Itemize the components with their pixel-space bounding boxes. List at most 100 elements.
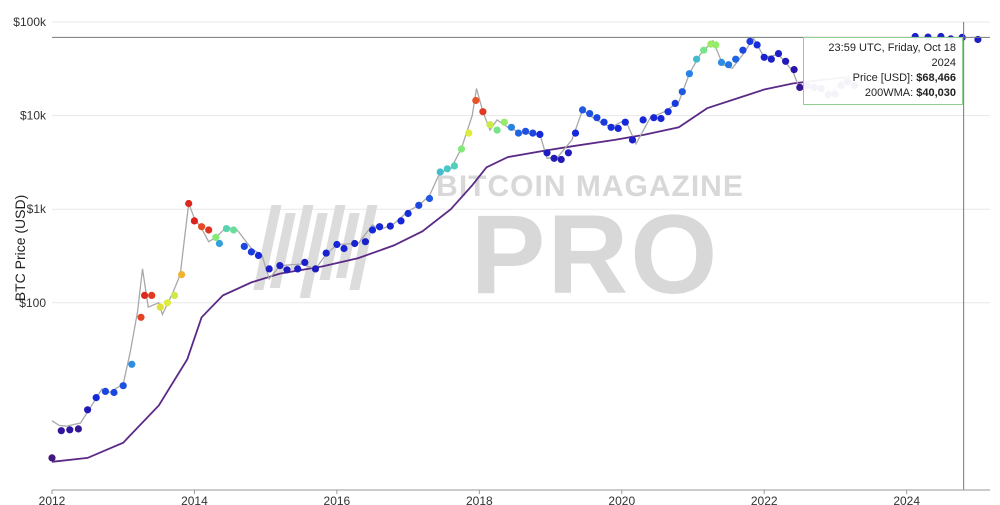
wma-line-layer [51,75,850,463]
price-dot [664,108,672,116]
price-dot [700,46,708,54]
price-dot [671,99,679,107]
price-dot [465,129,473,137]
price-dot [404,209,412,218]
price-dot [760,53,768,61]
watermark-bar [299,213,328,298]
price-dot [415,201,423,209]
price-dot [732,55,740,63]
price-dot [128,360,136,368]
tooltip-time: 23:59 UTC, Friday, Oct 18 2024 [828,42,956,69]
price-dot [564,149,573,157]
price-dot [678,88,686,96]
watermark-pro: PRO [471,192,720,317]
price-dot [425,194,434,203]
x-tick-label: 2016 [324,494,351,505]
price-dot [579,106,587,114]
tooltip-price-value: $68,466 [916,72,956,84]
btc-price-line [51,37,851,427]
price-dot [222,225,231,233]
price-dot [436,168,444,176]
price-dot [614,124,622,132]
x-tick-label: 2014 [181,494,208,505]
price-dot [110,388,118,397]
y-tick-label: $10k [20,109,47,123]
price-dot [361,238,369,246]
price-dot [725,61,733,69]
price-dot [156,303,164,311]
price-dot [84,406,92,414]
price-dot [507,123,515,131]
x-tick-label: 2022 [751,494,778,505]
price-dot [368,226,377,234]
price-dot [774,50,783,58]
y-tick-label: $1k [27,202,47,216]
price-dot [657,114,665,123]
price-dot [333,240,341,249]
price-dot [450,162,458,170]
price-dot [283,266,291,274]
price-dot [119,382,127,390]
tooltip-price-row: Price [USD]: $68,466 [810,71,956,86]
price-dot [693,55,701,63]
price-dot [240,242,248,250]
price-dot [205,226,213,234]
y-tick-label: $100 [19,296,46,310]
price-dot [101,387,109,395]
price-dot [190,217,198,225]
y-tick-label: $100k [13,15,47,29]
price-dot [215,239,223,248]
price-dot [493,126,501,134]
x-tick-label: 2012 [39,494,66,505]
watermark-bar [253,205,282,290]
price-dot [276,262,284,270]
price-dot [57,427,65,435]
price-dot [137,313,145,321]
price-dot [712,41,720,49]
y-axis-label: BTC Price (USD) [12,194,28,302]
price-dot [185,199,193,208]
price-dot [311,265,320,273]
price-dot [782,57,790,65]
price-line-layer [51,37,851,427]
price-dot [522,127,530,135]
price-dot [486,121,494,129]
price-dot [586,110,594,118]
price-dot [141,291,149,299]
price-dot [148,291,156,299]
price-dot [529,129,537,137]
price-dot [212,233,220,241]
grid-lines [52,21,990,304]
wma-200-line [51,75,850,463]
price-dot [472,96,480,105]
price-dot [340,244,348,253]
price-dot [571,129,580,137]
price-dot [230,226,238,234]
tooltip-wma-value: $40,030 [916,87,956,99]
x-tick-label: 2024 [893,494,920,505]
price-dot [351,239,359,248]
price-dot [397,217,405,225]
axes: $100 $1k $10k $100k 2012 2014 2016 2018 2020 2022… [13,15,990,505]
watermark-bar [289,205,314,270]
watermark-title: BITCOIN MAGAZINE [436,170,744,203]
price-dot [543,149,551,157]
x-tick-label: 2020 [608,494,635,505]
price-dot [457,145,466,153]
price-dot [163,299,171,307]
price-dot [767,55,775,63]
watermark-bar [319,205,346,280]
price-dot [790,66,798,74]
tooltip-wma-row: 200WMA: $40,030 [810,86,956,101]
price-dot [74,425,82,433]
price-dot [66,426,74,434]
price-dot [621,118,629,126]
price-dot [628,136,637,144]
price-dot [796,83,804,91]
price-dot [301,258,309,266]
price-dot [536,130,544,138]
tooltip-wma-label: 200WMA: [864,87,914,99]
price-dot [500,118,508,126]
